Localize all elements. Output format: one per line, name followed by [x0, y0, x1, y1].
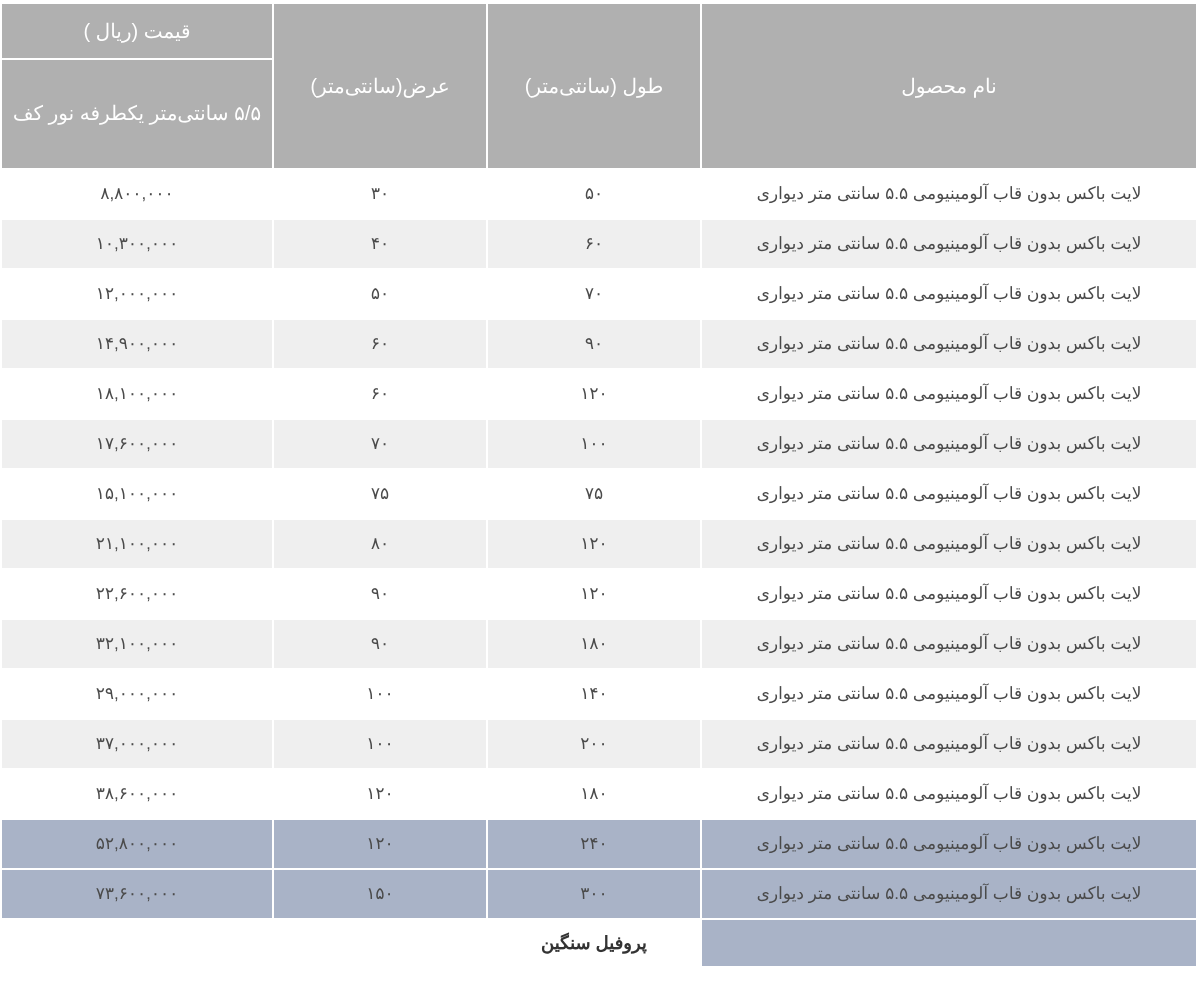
footer-label: پروفیل سنگین: [488, 920, 700, 966]
cell-length: ۷۰: [488, 270, 700, 318]
cell-product: لایت باکس بدون قاب آلومینیومی ۵.۵ سانتی …: [702, 420, 1196, 468]
cell-width: ۶۰: [274, 320, 486, 368]
header-width: عرض(سانتی‌متر): [274, 4, 486, 168]
cell-product: لایت باکس بدون قاب آلومینیومی ۵.۵ سانتی …: [702, 470, 1196, 518]
cell-width: ۵۰: [274, 270, 486, 318]
table-row: لایت باکس بدون قاب آلومینیومی ۵.۵ سانتی …: [2, 220, 1196, 268]
cell-length: ۱۲۰: [488, 370, 700, 418]
cell-product: لایت باکس بدون قاب آلومینیومی ۵.۵ سانتی …: [702, 720, 1196, 768]
cell-price: ۱۷,۶۰۰,۰۰۰: [2, 420, 272, 468]
cell-price: ۸,۸۰۰,۰۰۰: [2, 170, 272, 218]
cell-width: ۴۰: [274, 220, 486, 268]
cell-width: ۷۰: [274, 420, 486, 468]
cell-length: ۲۰۰: [488, 720, 700, 768]
cell-width: ۳۰: [274, 170, 486, 218]
table-body: لایت باکس بدون قاب آلومینیومی ۵.۵ سانتی …: [2, 170, 1196, 966]
cell-product: لایت باکس بدون قاب آلومینیومی ۵.۵ سانتی …: [702, 220, 1196, 268]
cell-product: لایت باکس بدون قاب آلومینیومی ۵.۵ سانتی …: [702, 770, 1196, 818]
cell-product: لایت باکس بدون قاب آلومینیومی ۵.۵ سانتی …: [702, 870, 1196, 918]
header-length: طول (سانتی‌متر): [488, 4, 700, 168]
cell-price: ۱۴,۹۰۰,۰۰۰: [2, 320, 272, 368]
cell-price: ۳۷,۰۰۰,۰۰۰: [2, 720, 272, 768]
cell-length: ۲۴۰: [488, 820, 700, 868]
table-row: لایت باکس بدون قاب آلومینیومی ۵.۵ سانتی …: [2, 570, 1196, 618]
table-row: لایت باکس بدون قاب آلومینیومی ۵.۵ سانتی …: [2, 870, 1196, 918]
cell-length: ۶۰: [488, 220, 700, 268]
cell-price: ۲۱,۱۰۰,۰۰۰: [2, 520, 272, 568]
cell-width: ۱۰۰: [274, 670, 486, 718]
table-footer-row: پروفیل سنگین: [2, 920, 1196, 966]
cell-price: ۱۲,۰۰۰,۰۰۰: [2, 270, 272, 318]
table-row: لایت باکس بدون قاب آلومینیومی ۵.۵ سانتی …: [2, 720, 1196, 768]
cell-price: ۳۲,۱۰۰,۰۰۰: [2, 620, 272, 668]
cell-length: ۱۰۰: [488, 420, 700, 468]
cell-width: ۶۰: [274, 370, 486, 418]
footer-empty: [2, 920, 272, 966]
footer-spacer: [702, 920, 1196, 966]
cell-price: ۲۹,۰۰۰,۰۰۰: [2, 670, 272, 718]
cell-length: ۱۸۰: [488, 620, 700, 668]
table-row: لایت باکس بدون قاب آلومینیومی ۵.۵ سانتی …: [2, 420, 1196, 468]
cell-length: ۹۰: [488, 320, 700, 368]
cell-length: ۱۸۰: [488, 770, 700, 818]
cell-product: لایت باکس بدون قاب آلومینیومی ۵.۵ سانتی …: [702, 170, 1196, 218]
cell-width: ۸۰: [274, 520, 486, 568]
cell-width: ۹۰: [274, 620, 486, 668]
table-row: لایت باکس بدون قاب آلومینیومی ۵.۵ سانتی …: [2, 670, 1196, 718]
cell-price: ۷۳,۶۰۰,۰۰۰: [2, 870, 272, 918]
cell-length: ۱۲۰: [488, 520, 700, 568]
cell-width: ۱۲۰: [274, 820, 486, 868]
cell-length: ۷۵: [488, 470, 700, 518]
cell-length: ۱۴۰: [488, 670, 700, 718]
header-price-sub: ۵/۵ سانتی‌متر یکطرفه نور کف: [2, 60, 272, 168]
cell-width: ۱۵۰: [274, 870, 486, 918]
header-price-group: قیمت (ریال ): [2, 4, 272, 58]
cell-price: ۱۸,۱۰۰,۰۰۰: [2, 370, 272, 418]
cell-product: لایت باکس بدون قاب آلومینیومی ۵.۵ سانتی …: [702, 520, 1196, 568]
table-row: لایت باکس بدون قاب آلومینیومی ۵.۵ سانتی …: [2, 520, 1196, 568]
cell-price: ۱۰,۳۰۰,۰۰۰: [2, 220, 272, 268]
table-row: لایت باکس بدون قاب آلومینیومی ۵.۵ سانتی …: [2, 170, 1196, 218]
cell-width: ۹۰: [274, 570, 486, 618]
cell-product: لایت باکس بدون قاب آلومینیومی ۵.۵ سانتی …: [702, 370, 1196, 418]
cell-length: ۳۰۰: [488, 870, 700, 918]
cell-product: لایت باکس بدون قاب آلومینیومی ۵.۵ سانتی …: [702, 270, 1196, 318]
cell-product: لایت باکس بدون قاب آلومینیومی ۵.۵ سانتی …: [702, 570, 1196, 618]
cell-length: ۱۲۰: [488, 570, 700, 618]
table-row: لایت باکس بدون قاب آلومینیومی ۵.۵ سانتی …: [2, 370, 1196, 418]
footer-empty: [274, 920, 486, 966]
cell-price: ۲۲,۶۰۰,۰۰۰: [2, 570, 272, 618]
cell-price: ۱۵,۱۰۰,۰۰۰: [2, 470, 272, 518]
table-row: لایت باکس بدون قاب آلومینیومی ۵.۵ سانتی …: [2, 270, 1196, 318]
cell-product: لایت باکس بدون قاب آلومینیومی ۵.۵ سانتی …: [702, 820, 1196, 868]
table-row: لایت باکس بدون قاب آلومینیومی ۵.۵ سانتی …: [2, 620, 1196, 668]
cell-width: ۷۵: [274, 470, 486, 518]
cell-product: لایت باکس بدون قاب آلومینیومی ۵.۵ سانتی …: [702, 320, 1196, 368]
price-table: نام محصول طول (سانتی‌متر) عرض(سانتی‌متر)…: [0, 2, 1198, 968]
cell-product: لایت باکس بدون قاب آلومینیومی ۵.۵ سانتی …: [702, 670, 1196, 718]
cell-length: ۵۰: [488, 170, 700, 218]
cell-width: ۱۰۰: [274, 720, 486, 768]
table-row: لایت باکس بدون قاب آلومینیومی ۵.۵ سانتی …: [2, 770, 1196, 818]
cell-product: لایت باکس بدون قاب آلومینیومی ۵.۵ سانتی …: [702, 620, 1196, 668]
table-row: لایت باکس بدون قاب آلومینیومی ۵.۵ سانتی …: [2, 820, 1196, 868]
table-header: نام محصول طول (سانتی‌متر) عرض(سانتی‌متر)…: [2, 4, 1196, 168]
cell-price: ۵۲,۸۰۰,۰۰۰: [2, 820, 272, 868]
cell-width: ۱۲۰: [274, 770, 486, 818]
header-product: نام محصول: [702, 4, 1196, 168]
table-row: لایت باکس بدون قاب آلومینیومی ۵.۵ سانتی …: [2, 320, 1196, 368]
table-row: لایت باکس بدون قاب آلومینیومی ۵.۵ سانتی …: [2, 470, 1196, 518]
cell-price: ۳۸,۶۰۰,۰۰۰: [2, 770, 272, 818]
